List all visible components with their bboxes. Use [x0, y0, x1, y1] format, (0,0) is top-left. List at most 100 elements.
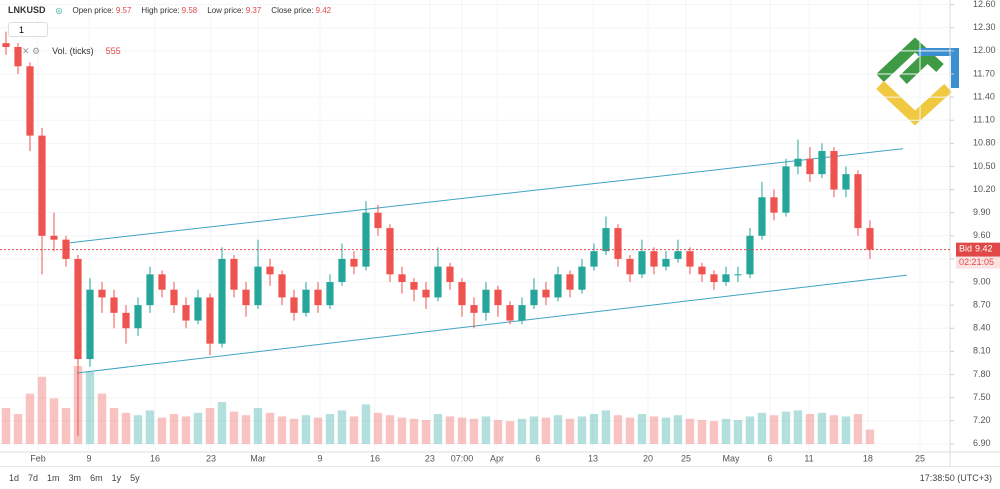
candle-body: [578, 266, 586, 290]
x-tick-label: Mar: [250, 453, 266, 463]
volume-bar: [661, 417, 671, 444]
candle-body: [182, 305, 190, 321]
status: ◎: [55, 5, 63, 15]
volume-bar: [589, 414, 599, 444]
x-tick-label: 25: [915, 453, 925, 463]
candle-body: [206, 297, 214, 344]
volume-bar: [361, 404, 371, 444]
candle-body: [422, 289, 430, 298]
y-tick-label: 6.90: [973, 438, 991, 448]
volume-bar: [385, 415, 395, 444]
volume-bar: [373, 412, 383, 444]
volume-bar: [553, 415, 563, 444]
x-tick-label: 16: [150, 453, 160, 463]
candle-body: [722, 274, 730, 283]
volume-bar: [433, 414, 443, 444]
candle-body: [446, 266, 454, 283]
candle-body: [374, 212, 382, 229]
y-tick-label: 7.80: [973, 369, 991, 379]
candle-body: [338, 258, 346, 283]
volume-bar: [109, 408, 119, 444]
chart: 12.60 12.30 12.00 11.70 11.40 11.10 10.80 10.50…: [0, 0, 1000, 466]
y-tick-label: 9.60: [973, 230, 991, 240]
bid-value: 9.42: [975, 244, 993, 254]
candle-body: [14, 47, 22, 67]
candle-body: [74, 258, 82, 360]
y-tick-label: 10.20: [973, 184, 996, 194]
candle-body: [230, 258, 238, 290]
volume-bar: [577, 416, 587, 444]
volume-bar: [493, 420, 503, 444]
volume-bar: [1, 408, 11, 444]
indicator-value: 555: [105, 46, 121, 56]
volume-bar: [145, 410, 155, 444]
indicator-controls[interactable]: ✕ ⚙: [22, 46, 41, 56]
candle-body: [542, 289, 550, 298]
range-button[interactable]: 5y: [130, 473, 140, 483]
candle-body: [38, 135, 46, 236]
x-tick-label: 9: [318, 453, 323, 463]
y-tick-label: 9.90: [973, 207, 991, 217]
candle-body: [122, 312, 130, 329]
candle-body: [326, 282, 334, 306]
range-button[interactable]: 1y: [111, 473, 122, 483]
volume-bar: [85, 372, 95, 444]
candle-body: [758, 197, 766, 236]
volume-bar: [217, 402, 227, 444]
volume-bar: [469, 418, 479, 444]
candle-body: [26, 66, 34, 136]
candle-body: [626, 258, 634, 275]
indicator: ✕ ⚙ Vol. (ticks) 555: [22, 46, 121, 57]
clock: 17:38:50 (UTC+3): [919, 473, 992, 483]
volume-bar: [613, 415, 623, 444]
y-tick-label: 8.10: [973, 346, 991, 356]
volume-bar: [709, 421, 719, 444]
range-button[interactable]: 3m: [68, 473, 82, 483]
candle-body: [458, 282, 466, 306]
volume-bar: [169, 414, 179, 444]
range-button[interactable]: 6m: [90, 473, 103, 483]
candle-body: [506, 305, 514, 321]
countdown: 02:21:05: [959, 257, 994, 267]
candle-body: [242, 289, 250, 306]
volume-bar: [733, 420, 743, 444]
candle-body: [830, 151, 838, 190]
volume-bar: [313, 417, 323, 444]
candle-body: [566, 274, 574, 290]
candle-body: [602, 228, 610, 252]
volume-bar: [541, 417, 551, 444]
volume-bar: [241, 415, 251, 444]
volume-bar: [601, 410, 611, 444]
legend-value: 9.58: [181, 5, 198, 15]
candle-body: [638, 251, 646, 275]
volume-bar: [181, 416, 191, 444]
toolbar: 1d 7d 1m 3m 6m 1y 5y 17:38:50 (UTC+3): [0, 466, 1000, 489]
interval-select[interactable]: 1: [8, 22, 48, 37]
candle-body: [470, 305, 478, 313]
bid-text: Bid: [959, 244, 972, 254]
volume-bar: [853, 414, 863, 444]
legend-item: Close price: 9.42: [271, 6, 331, 15]
candle-body: [314, 289, 322, 306]
x-tick-label: 23: [425, 453, 435, 463]
volume-bar: [253, 408, 263, 444]
candle-body: [146, 274, 154, 306]
y-tick-label: 10.80: [973, 138, 996, 148]
range-button[interactable]: 1d: [9, 473, 20, 483]
candle-body: [50, 235, 58, 240]
volume-bar: [289, 418, 299, 444]
range-button[interactable]: 1m: [47, 473, 60, 483]
candle-body: [110, 297, 118, 313]
candle-body: [350, 258, 358, 267]
legend-label: Open price:: [72, 5, 114, 15]
x-tick-label: 18: [863, 453, 873, 463]
legend-value: 9.57: [115, 5, 132, 15]
x-tick-label: Feb: [30, 453, 46, 463]
range-button[interactable]: 7d: [28, 473, 39, 483]
volume-bar: [505, 421, 515, 444]
volume-bar: [673, 415, 683, 444]
bid-label: Bid 9.42: [959, 244, 993, 254]
x-tick-label: May: [723, 453, 741, 463]
x-tick-label: 16: [370, 453, 380, 463]
